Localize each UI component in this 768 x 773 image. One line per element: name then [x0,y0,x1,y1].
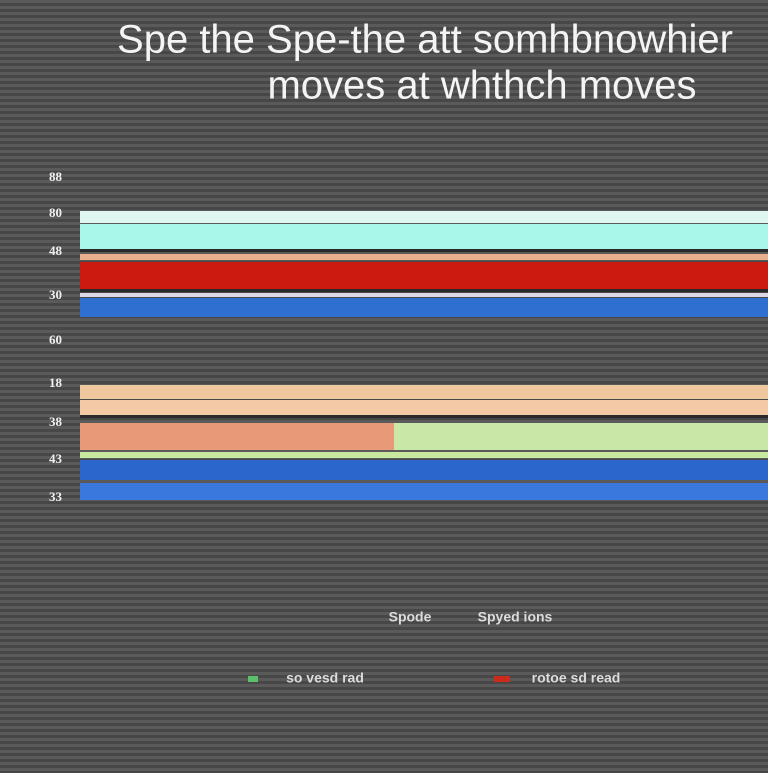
band [80,298,768,317]
band-edge [80,289,768,292]
axis-label: 30 [49,287,62,302]
legend-swatch [248,676,258,682]
band [80,254,768,260]
title-line: Spe the Spe-the att somhbnowhier [117,18,733,62]
band [394,423,768,450]
axis-label: 80 [49,205,62,220]
band [80,460,768,480]
axis-label: 88 [49,169,63,184]
axis-label: 38 [49,414,63,429]
band [80,262,768,289]
band-edge [80,249,768,252]
band [80,452,768,458]
upper-bands [80,211,768,317]
lower-bands [80,385,768,500]
axis-label: 33 [49,489,63,504]
band [80,211,768,223]
band [80,423,394,450]
legend-label: Spyed ions [478,609,553,625]
band [80,385,768,399]
band [80,483,768,500]
band [80,293,768,297]
axis-label: 18 [49,375,63,390]
axis-label: 43 [49,451,63,466]
axis-label: 60 [49,332,62,347]
title-line: moves at whthch moves [267,64,696,108]
axis-label: 48 [49,243,63,258]
legend-label: rotoe sd read [532,670,621,686]
legend-label: so vesd rad [286,670,364,686]
legend-swatch [494,676,510,682]
legend-label: Spode [389,609,432,625]
band [80,400,768,415]
band [80,224,768,249]
axis-labels: 88 80 48 30 60 18 38 43 33 [49,169,63,504]
band-edge [80,415,768,418]
